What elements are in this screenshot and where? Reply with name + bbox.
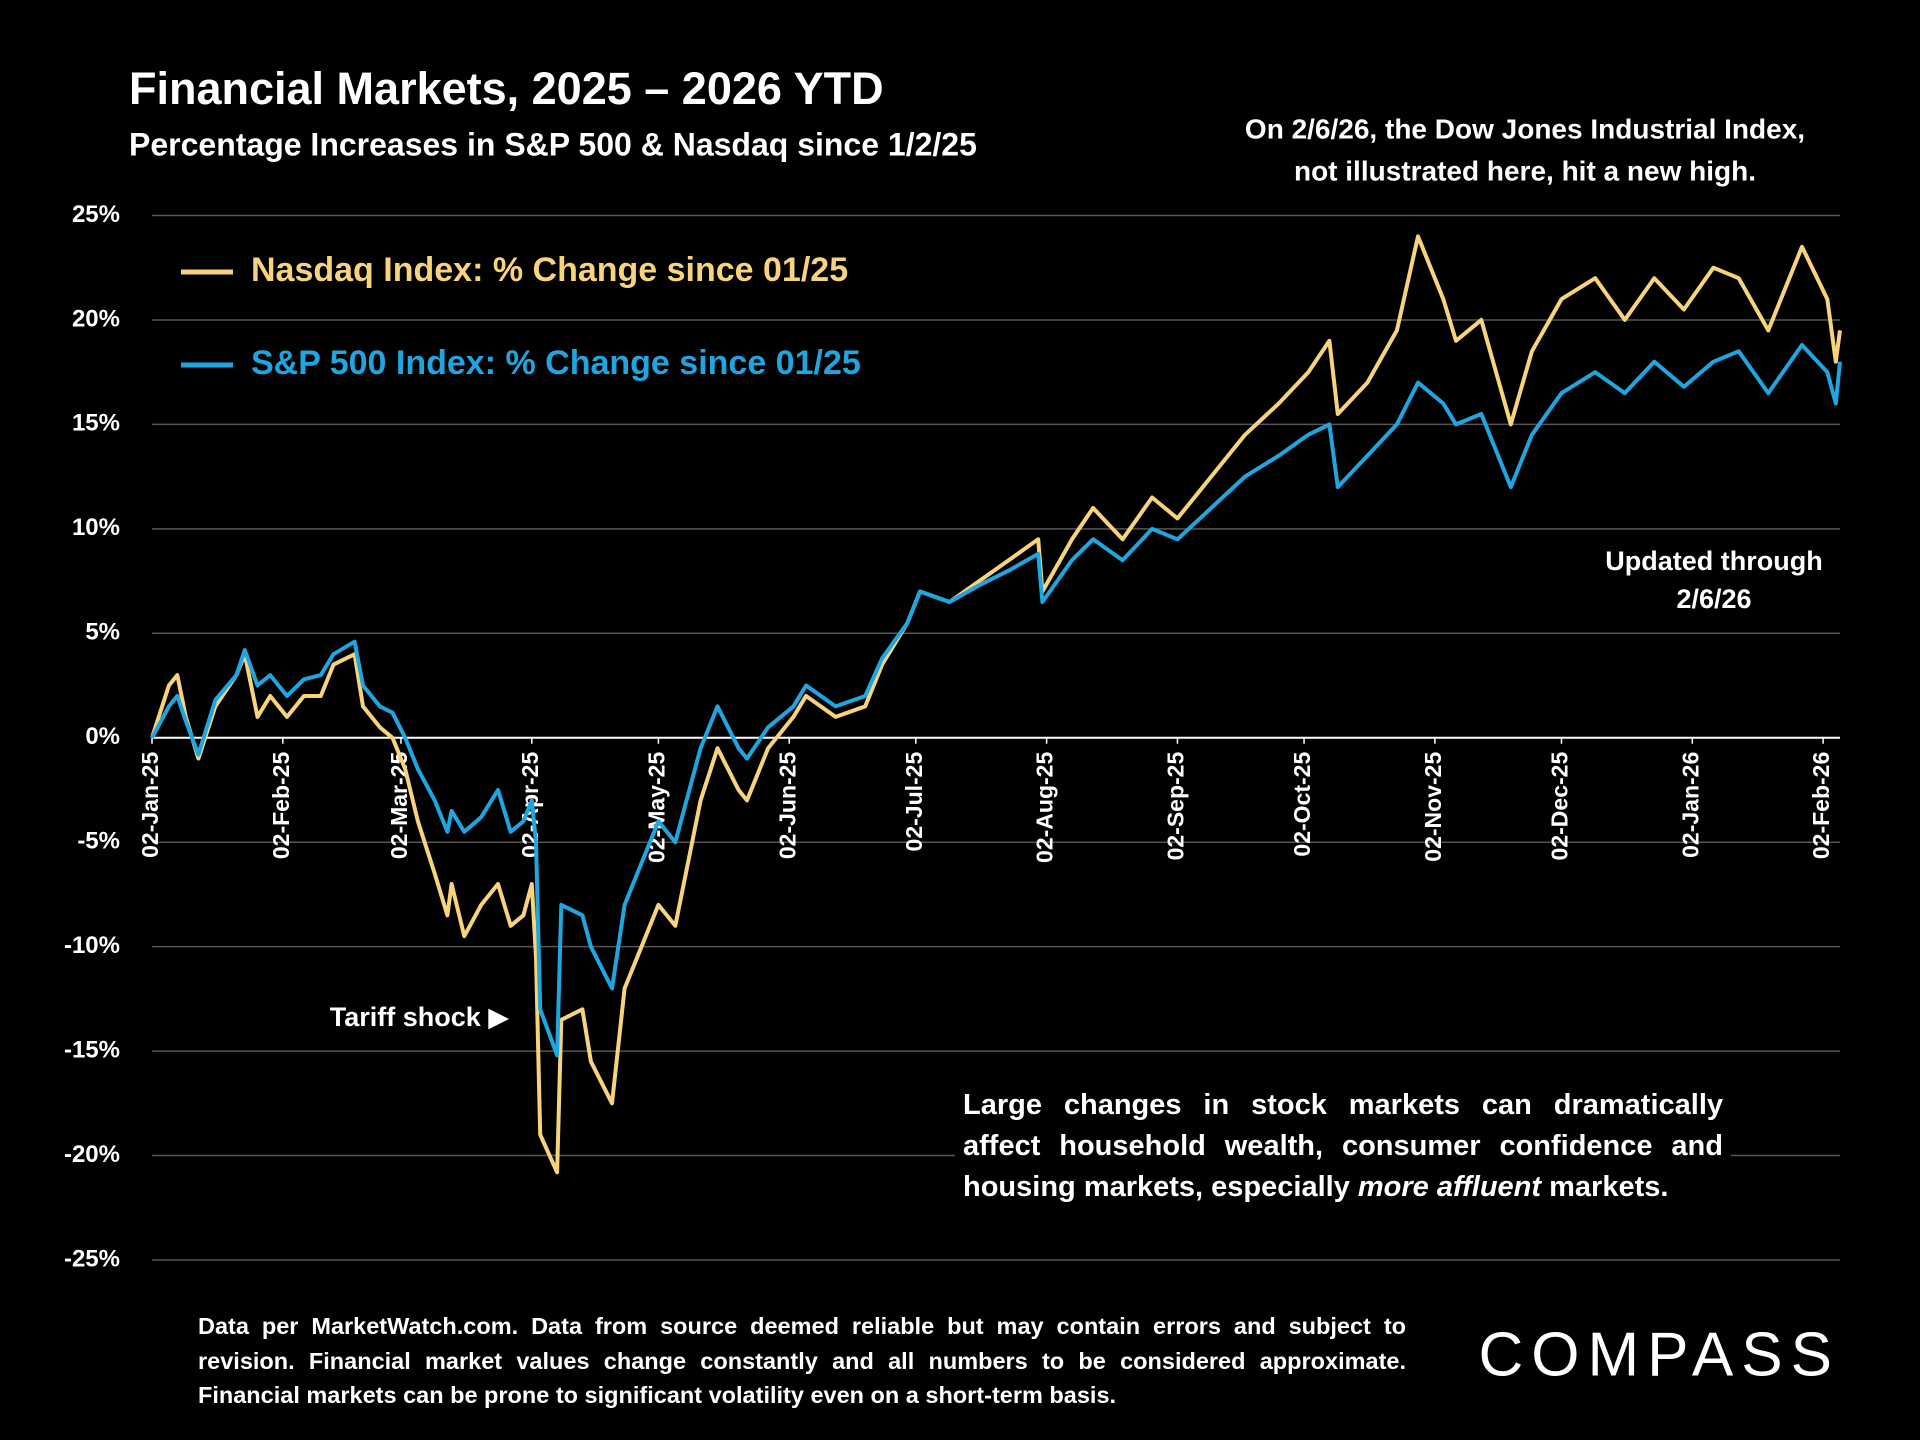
- x-tick-label: 02-Feb-26: [1808, 752, 1834, 859]
- x-tick-label: 02-Jul-25: [901, 752, 927, 852]
- x-tick-label: 02-Feb-25: [268, 752, 294, 860]
- y-tick-label: -25%: [64, 1245, 120, 1272]
- note: not illustrated here, hit a new high.: [1294, 155, 1756, 186]
- x-tick-label: 02-Jan-26: [1677, 752, 1703, 858]
- y-tick-label: -10%: [64, 932, 120, 959]
- note: On 2/6/26, the Dow Jones Industrial Inde…: [1245, 113, 1805, 144]
- commentary-text: Large changes in stock markets can drama…: [963, 1089, 1723, 1203]
- x-tick-label: 02-Dec-25: [1547, 752, 1573, 861]
- x-tick-label: 02-Oct-25: [1289, 752, 1315, 857]
- y-tick-label: -20%: [64, 1141, 120, 1168]
- brand-logo: COMPASS: [1479, 1320, 1840, 1389]
- updated-note: 2/6/26: [1676, 584, 1751, 614]
- updated-note: Updated through: [1605, 546, 1822, 576]
- y-tick-label: -15%: [64, 1036, 120, 1063]
- commentary: Large changes in stock markets can drama…: [955, 1085, 1731, 1208]
- y-tick-label: 0%: [85, 723, 120, 750]
- y-tick-label: 15%: [72, 410, 120, 437]
- y-tick-label: 5%: [85, 619, 120, 646]
- x-tick-label: 02-Sep-25: [1163, 752, 1189, 861]
- x-tick-label: 02-Aug-25: [1032, 752, 1058, 863]
- chart-title: Financial Markets, 2025 – 2026 YTD: [129, 63, 884, 114]
- x-tick-label: 02-Mar-25: [386, 752, 412, 860]
- legend-label: Nasdaq Index: % Change since 01/25: [251, 251, 848, 289]
- legend-label: S&P 500 Index: % Change since 01/25: [251, 344, 861, 382]
- x-tick-label: 02-Jun-25: [774, 752, 800, 860]
- series-line: [150, 234, 1842, 1175]
- series-line: [150, 343, 1842, 1058]
- chart-subtitle: Percentage Increases in S&P 500 & Nasdaq…: [129, 126, 977, 162]
- y-tick-label: 25%: [72, 201, 120, 228]
- commentary-text: markets.: [1541, 1171, 1669, 1203]
- x-tick-label: 02-Nov-25: [1420, 752, 1446, 862]
- y-tick-label: -5%: [77, 828, 120, 855]
- grid: [152, 214, 1840, 1261]
- x-tick-label: 02-Jan-25: [137, 752, 163, 858]
- y-tick-label: 10%: [72, 514, 120, 541]
- commentary-emphasis: more affluent: [1357, 1171, 1542, 1203]
- y-tick-label: 20%: [72, 305, 120, 332]
- annotation: Tariff shock ▶: [330, 1002, 510, 1032]
- footnote: Data per MarketWatch.com. Data from sour…: [198, 1309, 1406, 1413]
